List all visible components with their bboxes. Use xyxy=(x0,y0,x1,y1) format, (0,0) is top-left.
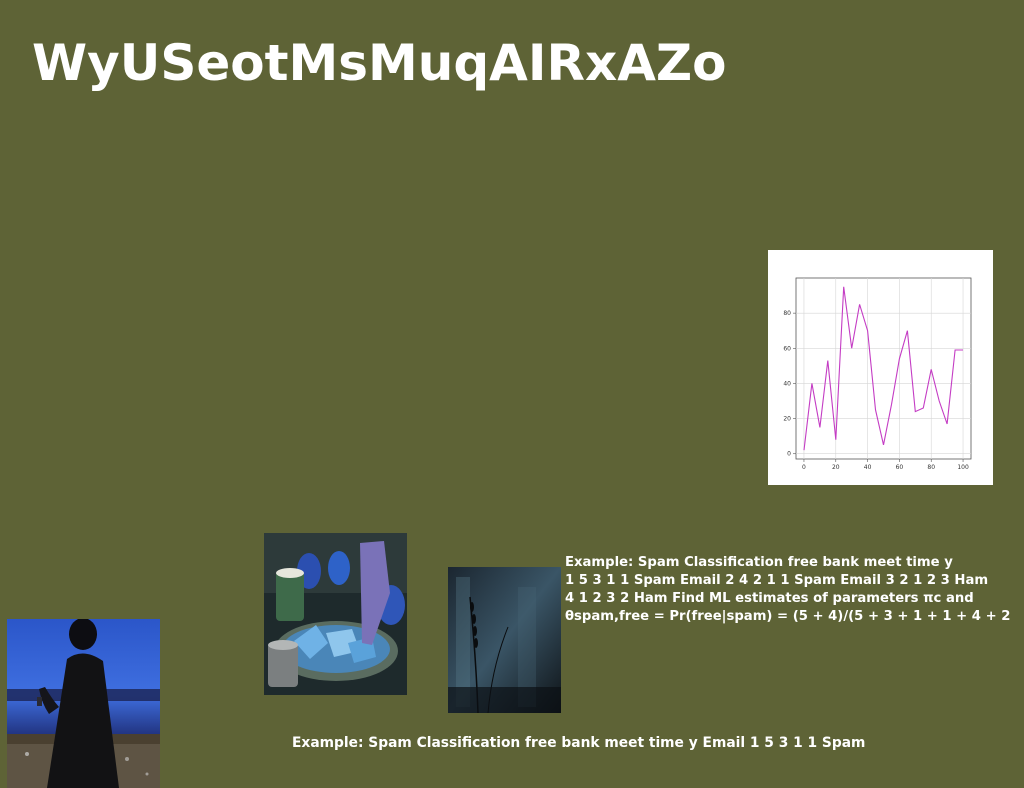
blue-food-platter-photo xyxy=(264,533,407,695)
y-tick-label: 40 xyxy=(783,380,791,387)
y-tick-label: 80 xyxy=(783,310,791,317)
blue-food-platter-image xyxy=(264,533,407,695)
plot-frame xyxy=(795,277,972,460)
dark-grass-image xyxy=(448,567,561,713)
caption-right-line: 4 1 2 3 2 Ham Find ML estimates of param… xyxy=(565,591,974,606)
x-tick-label: 100 xyxy=(957,464,969,471)
caption-right-line: Example: Spam Classification free bank m… xyxy=(565,555,953,570)
page-title: WyUSeotMsMuqAIRxAZo xyxy=(32,34,727,92)
grid-lines xyxy=(796,278,971,459)
caption-right: Example: Spam Classification free bank m… xyxy=(565,554,1024,626)
line-chart-svg: 0 20 40 60 80 100 0 20 40 60 80 xyxy=(783,277,972,471)
caption-right-line: θspam,free = Pr(free|spam) = (5 + 4)/(5 … xyxy=(565,609,1011,624)
x-tick-label: 0 xyxy=(802,464,806,471)
x-tick-label: 40 xyxy=(864,464,872,471)
x-tick-label: 20 xyxy=(832,464,840,471)
series-layer xyxy=(803,286,963,451)
person-with-phone-image xyxy=(7,619,160,788)
series-line xyxy=(803,286,963,451)
x-tick-label: 60 xyxy=(896,464,904,471)
caption-right-line: 1 5 3 1 1 Spam Email 2 4 2 1 1 Spam Emai… xyxy=(565,573,989,588)
person-with-phone-photo xyxy=(7,619,160,788)
y-tick-label: 0 xyxy=(787,451,791,458)
axis-ticks: 0 20 40 60 80 100 0 20 40 60 80 xyxy=(783,310,969,471)
caption-bottom: Example: Spam Classification free bank m… xyxy=(292,735,866,751)
line-chart: 0 20 40 60 80 100 0 20 40 60 80 xyxy=(768,250,993,485)
y-tick-label: 60 xyxy=(783,345,791,352)
dark-grass-photo xyxy=(448,567,561,713)
x-tick-label: 80 xyxy=(927,464,935,471)
y-tick-label: 20 xyxy=(783,416,791,423)
